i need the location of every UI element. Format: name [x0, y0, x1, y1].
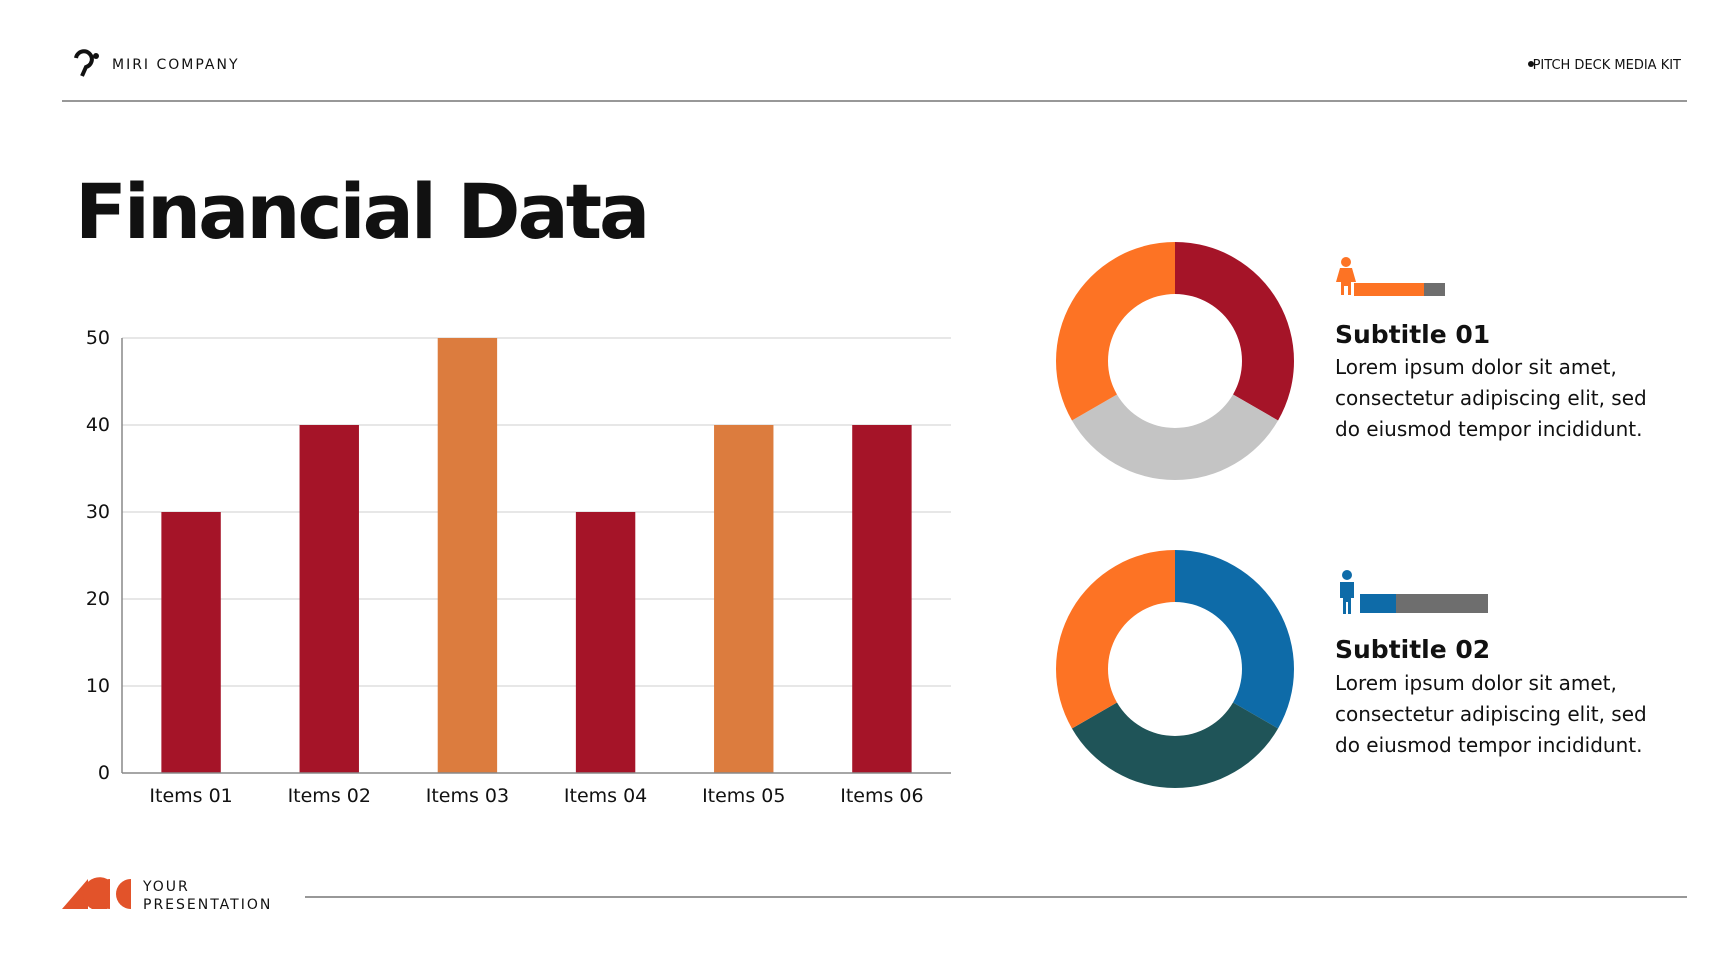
- header-tag: PITCH DECK MEDIA KIT: [1533, 58, 1681, 73]
- bar: [161, 512, 221, 773]
- title: Financial Data: [75, 167, 647, 256]
- logo: [74, 49, 99, 77]
- subtitle: Subtitle 01: [1335, 320, 1490, 349]
- bar: [714, 425, 774, 773]
- x-tick-label: Items 01: [149, 785, 232, 807]
- donut-segment: [1056, 242, 1175, 421]
- indicator-bar: [1396, 594, 1488, 613]
- footer-text: PRESENTATION: [143, 897, 272, 913]
- bullet: [1528, 61, 1534, 67]
- y-tick-label: 0: [98, 762, 110, 784]
- company: MIRI COMPANY: [112, 57, 240, 73]
- donut-segment: [1175, 550, 1294, 729]
- paragraph-line: Lorem ipsum dolor sit amet,: [1335, 671, 1617, 695]
- paragraph-line: consectetur adipiscing elit, sed: [1335, 386, 1647, 410]
- y-tick-label: 40: [86, 414, 110, 436]
- bar: [437, 338, 498, 773]
- footer-text: YOUR: [142, 879, 190, 895]
- x-tick-label: Items 04: [564, 785, 647, 807]
- y-tick-label: 50: [86, 327, 110, 349]
- indicator-bar: [1360, 594, 1396, 613]
- donut-segment: [1071, 394, 1279, 480]
- y-tick-label: 10: [86, 675, 110, 697]
- y-tick-label: 20: [86, 588, 110, 610]
- paragraph-line: do eiusmod tempor incididunt.: [1335, 733, 1642, 757]
- subtitle: Subtitle 02: [1335, 635, 1490, 664]
- indicator-bar: [1354, 283, 1424, 296]
- bar: [575, 512, 636, 773]
- x-tick-label: Items 06: [840, 785, 923, 807]
- x-tick-label: Items 02: [288, 785, 371, 807]
- bar: [299, 425, 359, 773]
- donut-segment: [1071, 702, 1279, 788]
- icon-female: [1336, 257, 1356, 295]
- paragraph-line: consectetur adipiscing elit, sed: [1335, 702, 1647, 726]
- donut-segment: [1056, 550, 1175, 729]
- indicator-bar: [1424, 283, 1445, 296]
- logo-dot: [93, 53, 99, 59]
- paragraph-line: do eiusmod tempor incididunt.: [1335, 417, 1642, 441]
- footer-logo: [62, 877, 131, 909]
- icon-male: [1340, 570, 1354, 614]
- donut-segment: [1175, 242, 1294, 421]
- x-tick-label: Items 05: [702, 785, 785, 807]
- x-tick-label: Items 03: [426, 785, 509, 807]
- y-tick-label: 30: [86, 501, 110, 523]
- paragraph-line: Lorem ipsum dolor sit amet,: [1335, 355, 1617, 379]
- bar: [852, 425, 912, 773]
- logo-mark: [74, 49, 94, 77]
